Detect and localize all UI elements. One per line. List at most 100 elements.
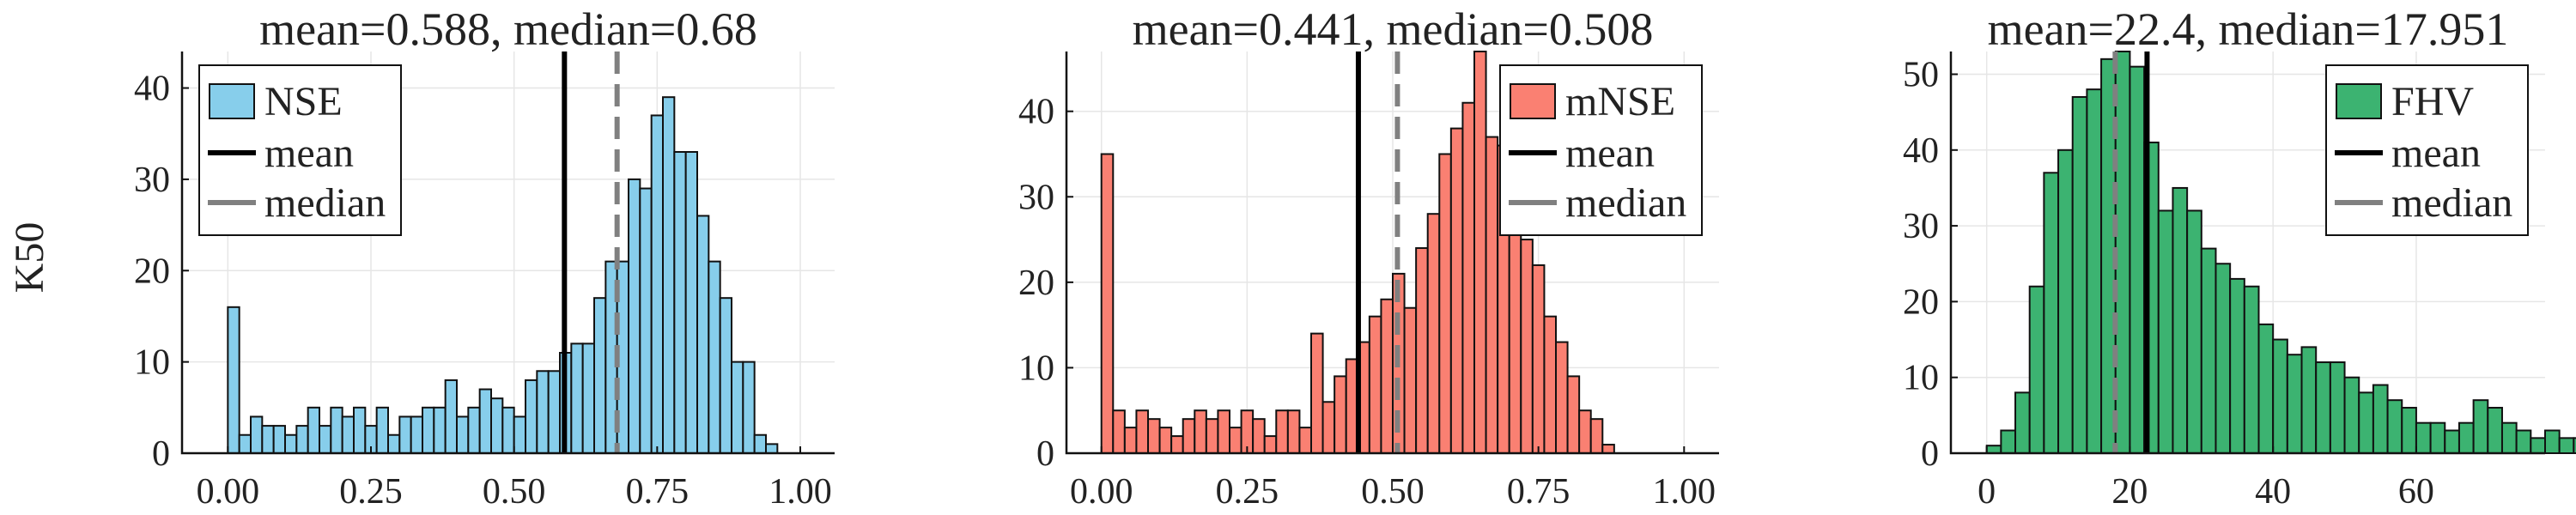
histogram-bar xyxy=(456,415,470,455)
histogram-bar xyxy=(261,425,275,455)
y-tick-label: 30 xyxy=(134,161,170,200)
histogram-bar xyxy=(295,425,309,455)
histogram-bar xyxy=(2487,407,2503,454)
histogram-bar xyxy=(708,260,721,454)
histogram-bar xyxy=(673,151,687,454)
histogram-bar xyxy=(2300,346,2318,454)
histogram-bar xyxy=(238,433,252,454)
y-tick-label: 20 xyxy=(1903,282,1939,322)
histogram-bar xyxy=(2472,399,2489,455)
histogram-panel-2: 0.00 0.25 0.50 0.75 1.00 0 10 20 30 40 mean=0.441,… xyxy=(1018,3,1719,512)
histogram-bar xyxy=(341,415,355,455)
y-tick-label: 40 xyxy=(134,70,170,109)
histogram-bar xyxy=(1310,332,1324,454)
histogram-bar xyxy=(547,370,562,455)
histogram-bar xyxy=(570,342,584,455)
legend-label: median xyxy=(2391,180,2512,226)
x-tick-label: 0.00 xyxy=(197,472,260,512)
x-tick-label: 40 xyxy=(2255,472,2291,512)
histogram-bar xyxy=(2372,384,2389,454)
x-tick-label: 0.25 xyxy=(1216,472,1279,512)
histogram-bar xyxy=(731,360,744,454)
histogram-bar xyxy=(1589,418,1604,455)
chart-title: mean=0.588, median=0.68 xyxy=(259,3,757,55)
histogram-bar xyxy=(1298,427,1313,454)
histogram-bar xyxy=(1426,213,1441,454)
histogram-bar xyxy=(2530,437,2546,455)
histogram-bar xyxy=(1368,315,1382,454)
y-axis-label: K50 xyxy=(7,222,52,294)
histogram-bar xyxy=(1403,306,1418,455)
legend-label: mean xyxy=(1565,130,1655,176)
histogram-bar xyxy=(1321,401,1336,454)
legend-label: mNSE xyxy=(1565,79,1675,124)
histogram-bar xyxy=(2315,361,2331,455)
histogram-bar xyxy=(1461,101,1476,454)
histogram-bar xyxy=(628,178,641,454)
histogram-bar xyxy=(319,425,332,455)
x-tick-label: 0 xyxy=(1978,472,1996,512)
histogram-bar xyxy=(2243,285,2260,454)
histogram-bar xyxy=(1112,409,1126,455)
histogram-bar xyxy=(1135,409,1150,455)
histogram-bar xyxy=(2071,95,2088,454)
histogram-bar xyxy=(753,433,768,454)
histogram-bar xyxy=(2028,285,2045,454)
histogram-bar xyxy=(1985,445,2002,454)
histogram-bar xyxy=(1170,435,1184,455)
histogram-bar xyxy=(2500,421,2518,455)
chart-title: mean=0.441, median=0.508 xyxy=(1133,3,1654,55)
histogram-bar xyxy=(410,415,423,455)
histogram-bar xyxy=(433,406,447,454)
histogram-bar xyxy=(1566,375,1581,454)
histogram-bar xyxy=(1578,409,1592,455)
histogram-bar xyxy=(307,406,320,454)
histogram-bar xyxy=(2000,429,2017,454)
histogram-bar xyxy=(742,360,756,454)
histogram-bar xyxy=(1485,136,1499,454)
histogram-panel-3: 0 20 40 60 0 10 20 30 40 50 mean=22.4, median=17.9… xyxy=(1903,3,2576,512)
x-tick-label: 0.00 xyxy=(1070,472,1133,512)
histogram-bar xyxy=(227,306,240,454)
histogram-bar xyxy=(1217,409,1231,455)
histogram-bar xyxy=(2401,407,2417,454)
legend-label: FHV xyxy=(2391,79,2474,124)
histogram-bar xyxy=(2043,172,2060,454)
histogram-bar xyxy=(467,406,481,454)
histogram-bar xyxy=(581,342,596,455)
histogram-bar xyxy=(2515,429,2532,454)
histogram-bar xyxy=(2544,429,2561,454)
histogram-bar xyxy=(1415,247,1429,454)
histogram-bar xyxy=(2215,263,2232,454)
legend-label: median xyxy=(1565,180,1686,226)
histogram-bar xyxy=(1123,427,1138,454)
histogram-bar xyxy=(1147,418,1161,455)
histogram-bar xyxy=(2229,277,2245,455)
y-tick-label: 20 xyxy=(134,251,170,291)
histogram-bar xyxy=(444,379,459,454)
y-tick-label: 30 xyxy=(1018,178,1054,217)
x-tick-label: 0.25 xyxy=(339,472,403,512)
histogram-bar xyxy=(2129,65,2146,455)
histogram-bar xyxy=(1555,341,1569,454)
histogram-bar xyxy=(2415,421,2432,455)
x-tick-label: 20 xyxy=(2111,472,2148,512)
histogram-bar xyxy=(284,433,298,454)
legend-swatch xyxy=(209,83,255,119)
histogram-bar xyxy=(2558,437,2575,455)
histogram-bar xyxy=(1182,418,1196,455)
histogram-bar xyxy=(1380,298,1394,454)
x-tick-label: 60 xyxy=(2398,472,2434,512)
histogram-bar xyxy=(684,151,699,454)
histogram-bar xyxy=(765,443,779,455)
histogram-bar xyxy=(1531,264,1546,454)
histogram-bar xyxy=(1252,418,1266,455)
histogram-bar xyxy=(2329,361,2346,455)
histogram-bar xyxy=(2172,186,2189,454)
histogram-bar xyxy=(639,187,653,455)
y-tick-label: 50 xyxy=(1903,55,1939,94)
histogram-bar xyxy=(525,379,538,454)
legend-label: mean xyxy=(2391,130,2481,176)
histogram-bar xyxy=(696,215,710,454)
